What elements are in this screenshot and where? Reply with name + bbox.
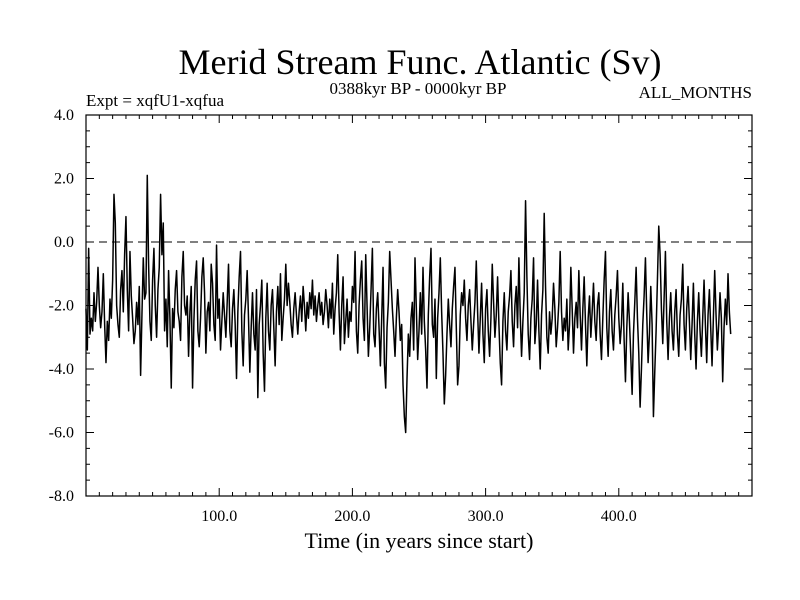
chart-subtitle-left: Expt = xqfU1-xqfua: [86, 91, 224, 110]
series-line: [85, 174, 732, 434]
y-tick-label: 4.0: [54, 107, 74, 124]
x-tick-label: 300.0: [468, 508, 504, 525]
y-tick-label: 0.0: [54, 234, 74, 251]
x-tick-label: 200.0: [334, 508, 370, 525]
y-tick-label: -6.0: [49, 425, 74, 442]
y-tick-label: 2.0: [54, 171, 74, 188]
plot-area: -8.0 -6.0 -4.0 -2.0 0.0 2.0 4.0 100.0 200.0 300.0…: [49, 107, 752, 525]
chart-title: Merid Stream Func. Atlantic (Sv): [179, 42, 662, 82]
chart-subtitle-center: 0388kyr BP - 0000kyr BP: [330, 79, 507, 98]
y-tick-label: -4.0: [49, 361, 74, 378]
chart-subtitle-right: ALL_MONTHS: [639, 83, 752, 102]
x-tick-label: 100.0: [201, 508, 237, 525]
plot-frame: [85, 114, 753, 497]
x-tick-label: 400.0: [601, 508, 637, 525]
x-axis-label: Time (in years since start): [305, 528, 534, 553]
y-tick-label: -8.0: [49, 488, 74, 505]
y-tick-label: -2.0: [49, 298, 74, 315]
